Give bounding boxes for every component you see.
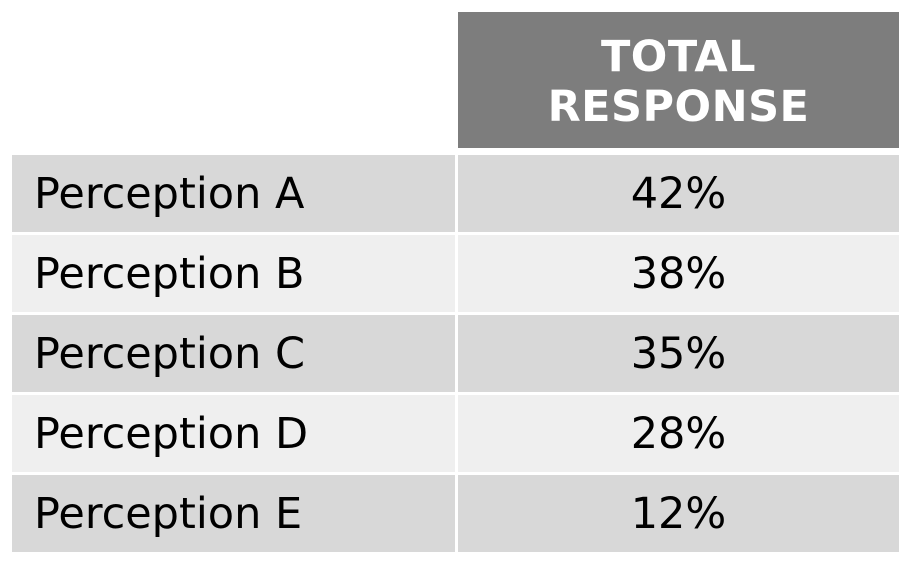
header-line-2: RESPONSE bbox=[547, 82, 810, 132]
row-label: Perception B bbox=[12, 235, 455, 312]
total-response-header: TOTAL RESPONSE bbox=[458, 12, 899, 148]
table-row: Perception A 42% bbox=[12, 155, 902, 232]
row-label: Perception A bbox=[12, 155, 455, 232]
response-table: TOTAL RESPONSE Perception A 42% Percepti… bbox=[12, 12, 902, 552]
row-label: Perception E bbox=[12, 475, 455, 552]
table-row: Perception E 12% bbox=[12, 475, 902, 552]
row-value: 42% bbox=[458, 155, 899, 232]
table-body: Perception A 42% Perception B 38% Percep… bbox=[12, 155, 902, 552]
row-label: Perception C bbox=[12, 315, 455, 392]
row-value: 12% bbox=[458, 475, 899, 552]
row-value: 35% bbox=[458, 315, 899, 392]
row-value: 28% bbox=[458, 395, 899, 472]
table-header-row: TOTAL RESPONSE bbox=[12, 12, 902, 148]
table-row: Perception B 38% bbox=[12, 235, 902, 312]
header-line-1: TOTAL bbox=[600, 32, 757, 82]
header-blank-cell bbox=[12, 12, 455, 148]
row-value: 38% bbox=[458, 235, 899, 312]
row-label: Perception D bbox=[12, 395, 455, 472]
table-row: Perception D 28% bbox=[12, 395, 902, 472]
table-row: Perception C 35% bbox=[12, 315, 902, 392]
